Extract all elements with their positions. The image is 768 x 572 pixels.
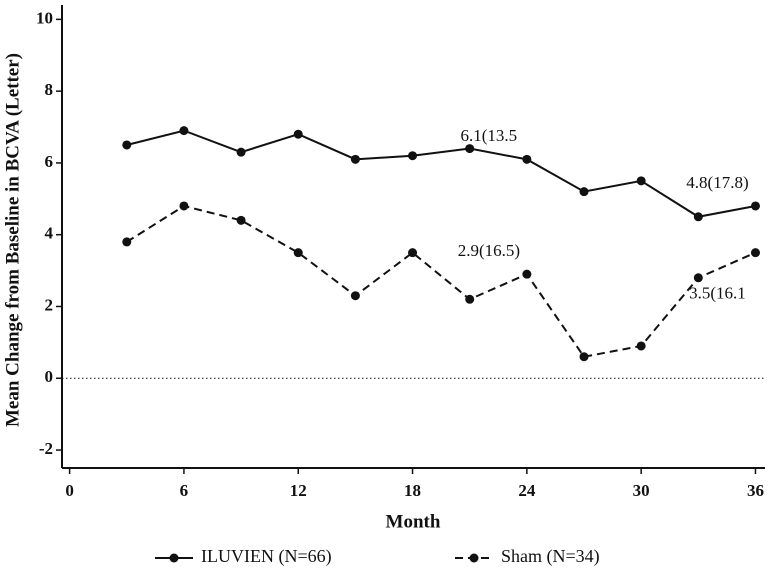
x-tick-label: 6 bbox=[180, 481, 189, 500]
data-point bbox=[408, 151, 418, 161]
y-tick-label: -2 bbox=[39, 439, 53, 458]
data-point bbox=[350, 291, 360, 301]
annotation: 6.1(13.5 bbox=[461, 126, 518, 145]
x-tick-label: 12 bbox=[290, 481, 307, 500]
data-point bbox=[693, 212, 703, 222]
data-point bbox=[293, 248, 303, 258]
data-point bbox=[579, 187, 589, 197]
data-point bbox=[236, 147, 246, 157]
data-point bbox=[179, 201, 189, 211]
y-tick-label: 8 bbox=[45, 80, 54, 99]
legend-label: Sham (N=34) bbox=[501, 546, 600, 567]
y-tick-label: 4 bbox=[45, 224, 54, 243]
annotation: 2.9(16.5) bbox=[458, 241, 520, 260]
data-point bbox=[293, 129, 303, 139]
data-point bbox=[465, 294, 475, 304]
y-axis-label: Mean Change from Baseline in BCVA (Lette… bbox=[2, 53, 23, 427]
legend-marker bbox=[469, 553, 479, 563]
legend-label: ILUVIEN (N=66) bbox=[201, 546, 332, 567]
data-point bbox=[579, 352, 589, 362]
x-tick-label: 18 bbox=[404, 481, 421, 500]
data-point bbox=[236, 215, 246, 225]
annotation: 3.5(16.1 bbox=[689, 284, 746, 303]
data-point bbox=[750, 201, 760, 211]
annotation: 4.8(17.8) bbox=[686, 173, 748, 192]
data-point bbox=[522, 154, 532, 164]
data-point bbox=[636, 341, 646, 351]
y-tick-label: 6 bbox=[45, 152, 54, 171]
data-point bbox=[122, 140, 132, 150]
data-point bbox=[122, 237, 132, 247]
data-point bbox=[750, 248, 760, 258]
series-line bbox=[126, 129, 756, 218]
data-point bbox=[522, 269, 532, 279]
data-point bbox=[693, 273, 703, 283]
series-line bbox=[126, 204, 756, 358]
y-tick-label: 2 bbox=[45, 295, 54, 314]
data-point bbox=[350, 154, 360, 164]
y-tick-label: 0 bbox=[45, 367, 54, 386]
x-axis-label: Month bbox=[386, 511, 441, 532]
data-point bbox=[636, 176, 646, 186]
x-tick-label: 24 bbox=[518, 481, 536, 500]
x-tick-label: 0 bbox=[65, 481, 74, 500]
legend-marker bbox=[169, 553, 179, 563]
data-point bbox=[408, 248, 418, 258]
data-point bbox=[465, 144, 475, 154]
x-tick-label: 36 bbox=[747, 481, 764, 500]
x-tick-label: 30 bbox=[633, 481, 650, 500]
y-tick-label: 10 bbox=[36, 8, 53, 27]
data-point bbox=[179, 126, 189, 136]
